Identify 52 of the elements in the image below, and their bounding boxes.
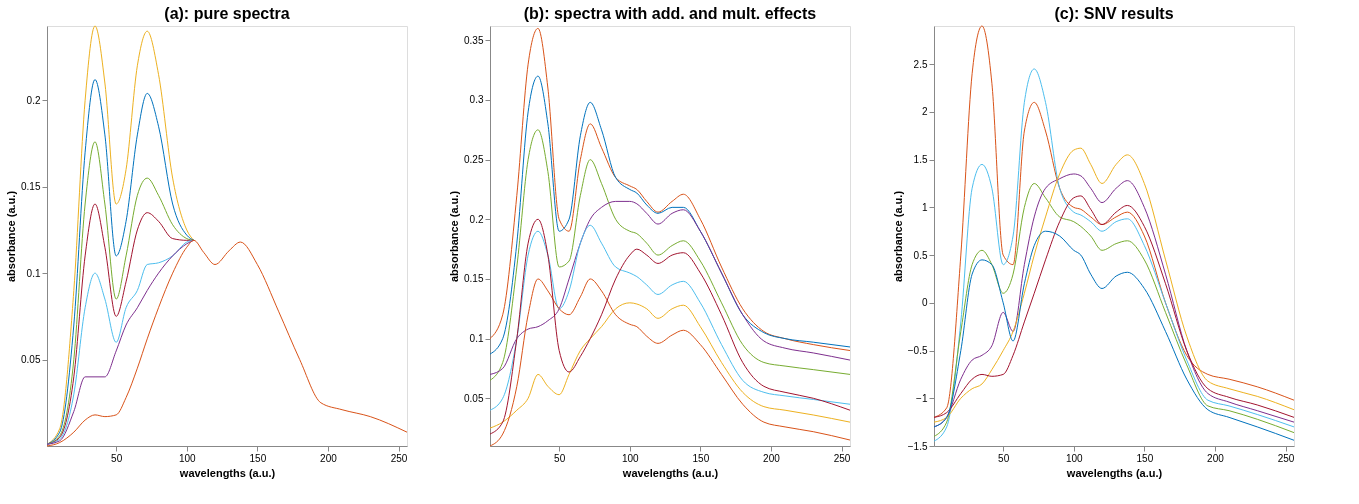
- y-tick-label: 0.2: [26, 94, 41, 106]
- y-tick-label: 0.15: [21, 181, 41, 193]
- x-tick-label: 250: [833, 452, 851, 464]
- x-tick-label: 250: [390, 452, 408, 464]
- y-axis-title: absorbance (a.u.): [448, 190, 461, 283]
- y-tick-label: 2: [921, 106, 928, 118]
- y-tick-label: 0.05: [21, 354, 41, 366]
- y-tick-label: 2.5: [913, 58, 928, 70]
- line-series: [933, 25, 1295, 418]
- y-tick-label: 0.25: [464, 154, 484, 166]
- y-tick-label: 0.2: [469, 213, 484, 225]
- chart-title: (b): spectra with add. and mult. effects: [523, 5, 817, 22]
- x-tick-label: 250: [1277, 452, 1295, 464]
- x-tick-label: 100: [1065, 452, 1084, 464]
- line-series: [489, 200, 851, 375]
- line-series: [489, 302, 851, 429]
- line-series: [489, 75, 851, 355]
- x-axis-title: wavelengths (a.u.): [1065, 466, 1163, 479]
- y-tick-label: −1.5: [907, 440, 928, 452]
- chart-title: (a): pure spectra: [164, 4, 290, 22]
- x-tick-label: 100: [178, 452, 197, 464]
- y-tick-label: 0.35: [464, 34, 484, 46]
- x-tick-label: 200: [320, 452, 338, 464]
- x-tick-label: 150: [692, 452, 710, 464]
- y-axis-title: absorbance (a.u.): [5, 190, 18, 283]
- x-tick-label: 200: [763, 452, 781, 464]
- x-tick-label: 150: [249, 452, 267, 464]
- line-series: [489, 27, 851, 352]
- line-series: [933, 230, 1295, 441]
- y-tick-label: 0.05: [464, 392, 484, 404]
- y-tick-label: −1: [916, 392, 928, 404]
- x-tick-label: 50: [111, 452, 123, 464]
- y-tick-label: 0.15: [464, 273, 484, 285]
- y-tick-label: 1.5: [913, 154, 928, 166]
- x-tick-label: 200: [1207, 452, 1225, 464]
- y-tick-label: 0.5: [913, 249, 928, 261]
- line-series: [489, 129, 851, 381]
- x-axis-title: wavelengths (a.u.): [621, 466, 719, 479]
- x-tick-label: 50: [554, 452, 566, 464]
- chart-title: (c): SNV results: [1054, 4, 1174, 22]
- x-axis-title: wavelengths (a.u.): [178, 466, 276, 479]
- y-tick-label: 0.1: [469, 333, 484, 345]
- y-axis-title: absorbance (a.u.): [891, 190, 904, 283]
- y-tick-label: 0.1: [26, 267, 41, 279]
- line-series: [933, 68, 1295, 442]
- y-tick-label: 1: [921, 201, 928, 213]
- x-tick-label: 50: [998, 452, 1010, 464]
- x-tick-label: 150: [1136, 452, 1154, 464]
- y-tick-label: −0.5: [907, 345, 928, 357]
- y-tick-label: 0: [921, 297, 928, 309]
- x-tick-label: 100: [621, 452, 640, 464]
- y-tick-label: 0.3: [469, 94, 484, 106]
